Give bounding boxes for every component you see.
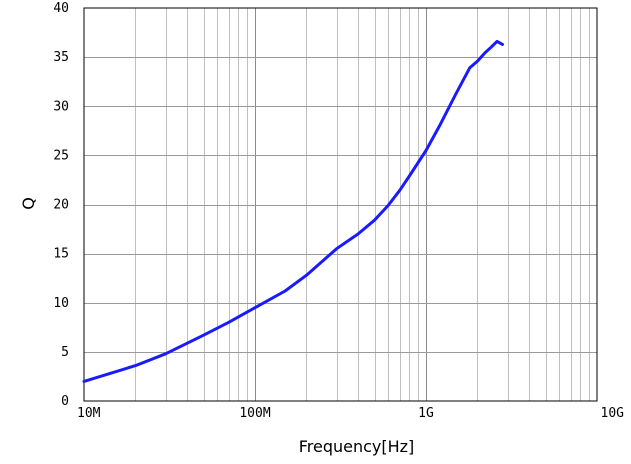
- y-tick-label: 20: [53, 198, 69, 213]
- y-tick-label: 30: [53, 99, 69, 114]
- x-axis-title: Frequency[Hz]: [299, 437, 415, 456]
- y-axis-title: Q: [19, 197, 38, 210]
- y-tick-label: 15: [53, 247, 69, 262]
- x-tick-label: 100M: [239, 406, 270, 421]
- y-tick-label: 10: [53, 296, 69, 311]
- x-tick-label: 10M: [77, 406, 101, 421]
- y-tick-labels: 0 5 10 15 20 25 30 35 40: [53, 1, 69, 409]
- series-line: [82, 39, 504, 383]
- plot-frame: [83, 7, 598, 402]
- y-tick-label: 25: [53, 148, 69, 163]
- y-tick-label: 40: [53, 1, 69, 16]
- y-tick-label: 0: [61, 394, 69, 409]
- x-tick-label: 10G: [601, 406, 625, 421]
- y-tick-label: 35: [53, 50, 69, 65]
- grid-lines: [84, 8, 597, 401]
- x-tick-labels: 10M 100M 1G 10G: [77, 406, 624, 421]
- x-tick-label: 1G: [418, 406, 434, 421]
- series-layer: [82, 39, 504, 383]
- y-tick-label: 5: [61, 345, 69, 360]
